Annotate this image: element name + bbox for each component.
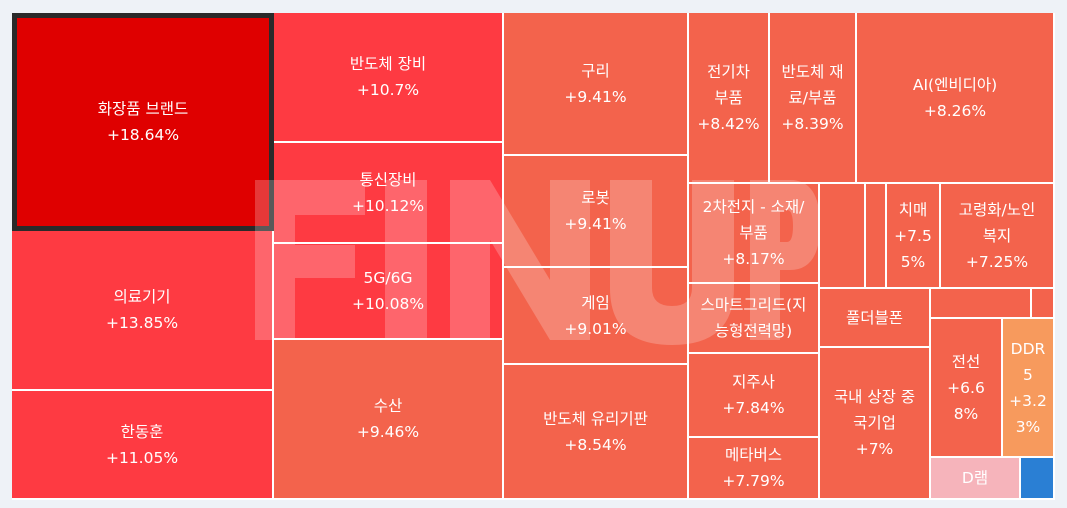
tile-change: +9.41% [564,87,627,106]
tile-change: +6.6 8% [947,378,985,423]
tile-label: 치매 [898,200,928,219]
tile-change: +8.26% [923,101,987,120]
tile-unlabeled-small-1[interactable] [820,184,866,289]
tile-aging-welfare[interactable]: 고령화/노인 복지 +7.25% [941,184,1055,289]
tile-5g-6g[interactable]: 5G/6G +10.08% [274,244,504,340]
tile-change: +3.2 3% [1009,391,1047,436]
tile-cosmetics-brand[interactable]: 화장품 브랜드 +18.64% [12,13,274,231]
tile-semiconductor-glass-substrate[interactable]: 반도체 유리기판 +8.54% [504,365,689,500]
tile-label: 지주사 [732,373,775,391]
tile-game[interactable]: 게임 +9.01% [504,268,689,365]
tile-change: +7.5 5% [894,226,932,271]
tile-label: 구리 [581,61,610,80]
tile-change: +9.01% [564,319,627,338]
tile-change: +10.12% [351,196,425,215]
tile-change: +7.84% [722,399,785,417]
tile-robot[interactable]: 로봇 +9.41% [504,156,689,268]
tile-change: +8.17% [722,250,785,268]
tile-ev-parts[interactable]: 전기차 부품 +8.42% [689,13,770,184]
tile-medical-devices[interactable]: 의료기기 +13.85% [12,231,274,391]
tile-label: 수산 [373,397,403,415]
tile-label: 한동훈 [120,422,164,441]
tile-copper[interactable]: 구리 +9.41% [504,13,689,156]
tile-label: 5G/6G [363,269,413,287]
tile-semiconductor-equipment[interactable]: 반도체 장비 +10.7% [274,13,504,143]
tile-label: DDR 5 [1010,339,1046,384]
tile-label: 전선 [951,352,981,371]
tile-secondary-battery-materials[interactable]: 2차전지 - 소재/ 부품 +8.17% [689,184,820,284]
tile-unlabeled-blue[interactable] [1021,458,1055,500]
tile-change: +11.05% [105,448,179,467]
tile-unlabeled-small-4[interactable] [1032,289,1055,319]
tile-telecom-equipment[interactable]: 통신장비 +10.12% [274,143,504,244]
tile-smart-grid[interactable]: 스마트그리드(지 능형전력망) [689,284,820,354]
tile-change: +8.39% [781,114,844,133]
tile-change: +7.25% [965,252,1029,271]
tile-metaverse[interactable]: 메타버스 +7.79% [689,438,820,500]
tile-label: D램 [961,469,989,487]
tile-change: +7% [855,440,894,458]
tile-foldable-phone[interactable]: 풀더블폰 [820,289,931,348]
tile-change: +8.54% [564,435,627,454]
tile-electric-wire[interactable]: 전선 +6.6 8% [931,319,1003,458]
tile-label: 의료기기 [113,288,171,306]
tile-change: +7.79% [722,472,785,490]
tile-ddr5[interactable]: DDR 5 +3.2 3% [1003,319,1055,458]
tile-holding-company[interactable]: 지주사 +7.84% [689,354,820,438]
tile-chinese-companies-listed[interactable]: 국내 상장 중 국기업 +7% [820,348,931,500]
tile-label: 게임 [581,293,610,312]
tile-label: 전기차 부품 [707,62,750,107]
tile-dementia[interactable]: 치매 +7.5 5% [887,184,941,289]
tile-label: 국내 상장 중 국기업 [833,388,916,432]
tile-han-donghoon[interactable]: 한동훈 +11.05% [12,391,274,500]
tile-label: 메타버스 [724,446,783,464]
tile-change: +18.64% [106,126,180,144]
tile-label: 반도체 장비 [349,55,427,73]
tile-label: 반도체 유리기판 [543,409,648,428]
tile-label: 반도체 재 료/부품 [781,62,844,107]
tile-fisheries[interactable]: 수산 +9.46% [274,340,504,500]
tile-change: +13.85% [105,314,179,332]
tile-semiconductor-materials[interactable]: 반도체 재 료/부품 +8.39% [770,13,857,184]
tile-label: AI(엔비디아) [912,75,998,94]
tile-change: +9.41% [564,215,627,233]
tile-unlabeled-small-3[interactable] [931,289,1032,319]
tile-change: +8.42% [697,114,760,133]
tile-label: 통신장비 [359,170,417,189]
tile-label: 화장품 브랜드 [97,100,189,118]
tile-label: 스마트그리드(지 능형전력망) [700,296,807,340]
tile-label: 고령화/노인 복지 [958,200,1036,245]
tile-dram[interactable]: D램 [931,458,1021,500]
tile-ai-nvidia[interactable]: AI(엔비디아) +8.26% [857,13,1055,184]
tile-change: +10.7% [356,81,420,99]
tile-change: +9.46% [356,423,420,441]
tile-unlabeled-small-2[interactable] [866,184,887,289]
tile-label: 로봇 [581,189,610,207]
tile-change: +10.08% [351,295,425,313]
tile-label: 풀더블폰 [845,308,904,327]
tile-label: 2차전지 - 소재/ 부품 [702,198,805,242]
